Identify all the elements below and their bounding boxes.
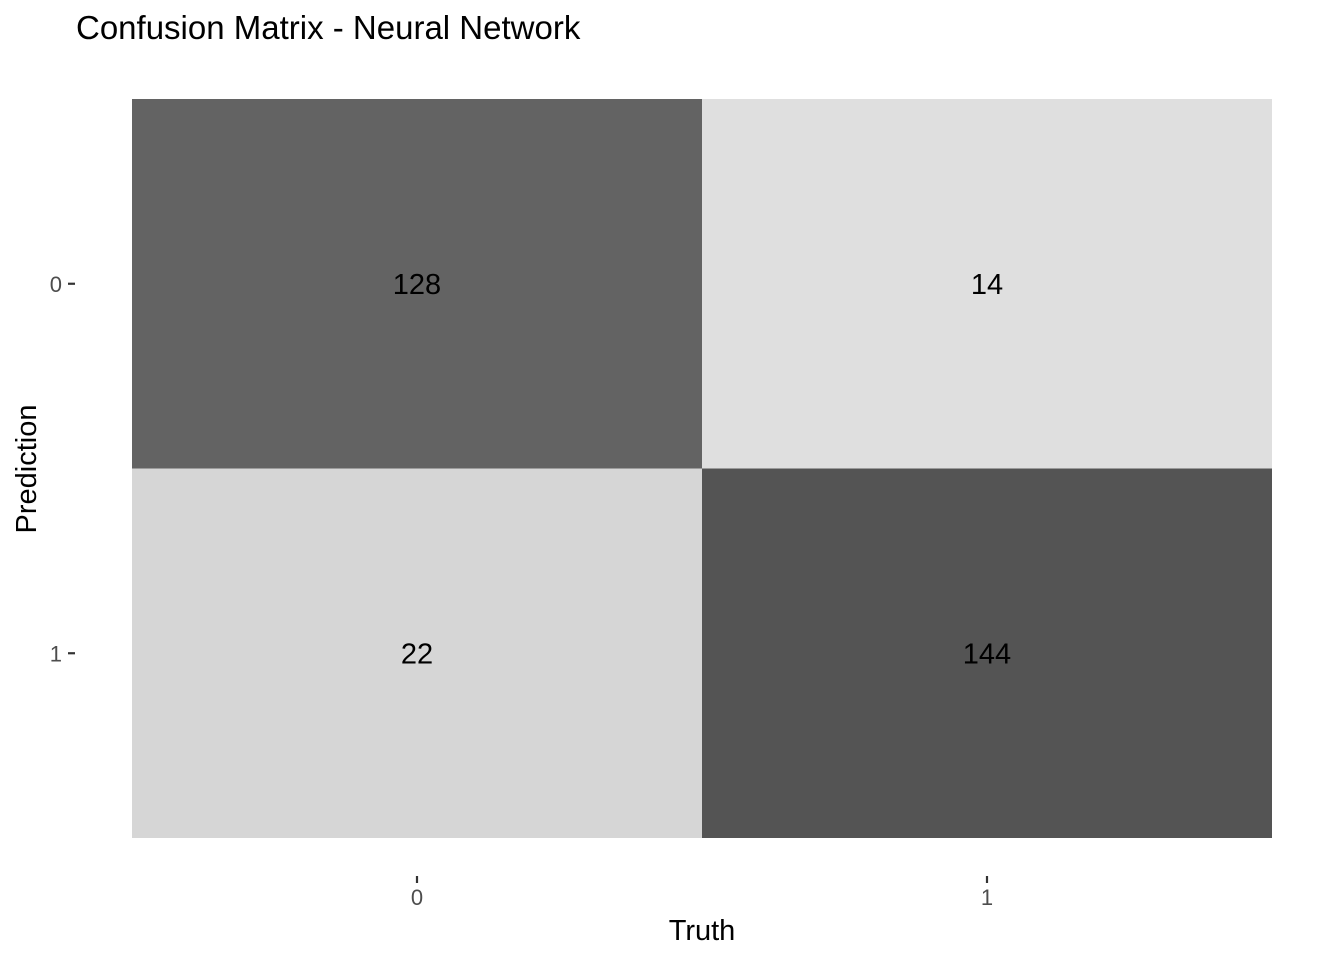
x-tick-label-1: 1 <box>981 885 993 910</box>
x-axis-title: Truth <box>669 915 736 947</box>
heatmap-cells <box>132 99 1272 838</box>
y-tick-label-1: 1 <box>50 641 62 666</box>
heatmap-cell-pred-1-truth-0 <box>132 468 702 838</box>
x-tick-label-0: 0 <box>411 885 423 910</box>
y-axis: 01 <box>50 272 75 666</box>
cell-value-label-pred-1-truth-0: 22 <box>401 638 433 670</box>
heatmap-cell-pred-0-truth-0 <box>132 99 702 469</box>
cell-value-label-pred-1-truth-1: 144 <box>963 638 1011 670</box>
cell-value-label-pred-0-truth-0: 128 <box>393 269 441 301</box>
heatmap-cell-pred-0-truth-1 <box>702 99 1272 469</box>
cell-value-label-pred-0-truth-1: 14 <box>971 269 1003 301</box>
y-axis-title: Prediction <box>11 405 43 534</box>
heatmap-cell-pred-1-truth-1 <box>702 468 1272 838</box>
cell-value-labels: 128 14 22 144 <box>393 269 1011 671</box>
chart-title: Confusion Matrix - Neural Network <box>76 9 581 46</box>
y-tick-label-0: 0 <box>50 272 62 297</box>
